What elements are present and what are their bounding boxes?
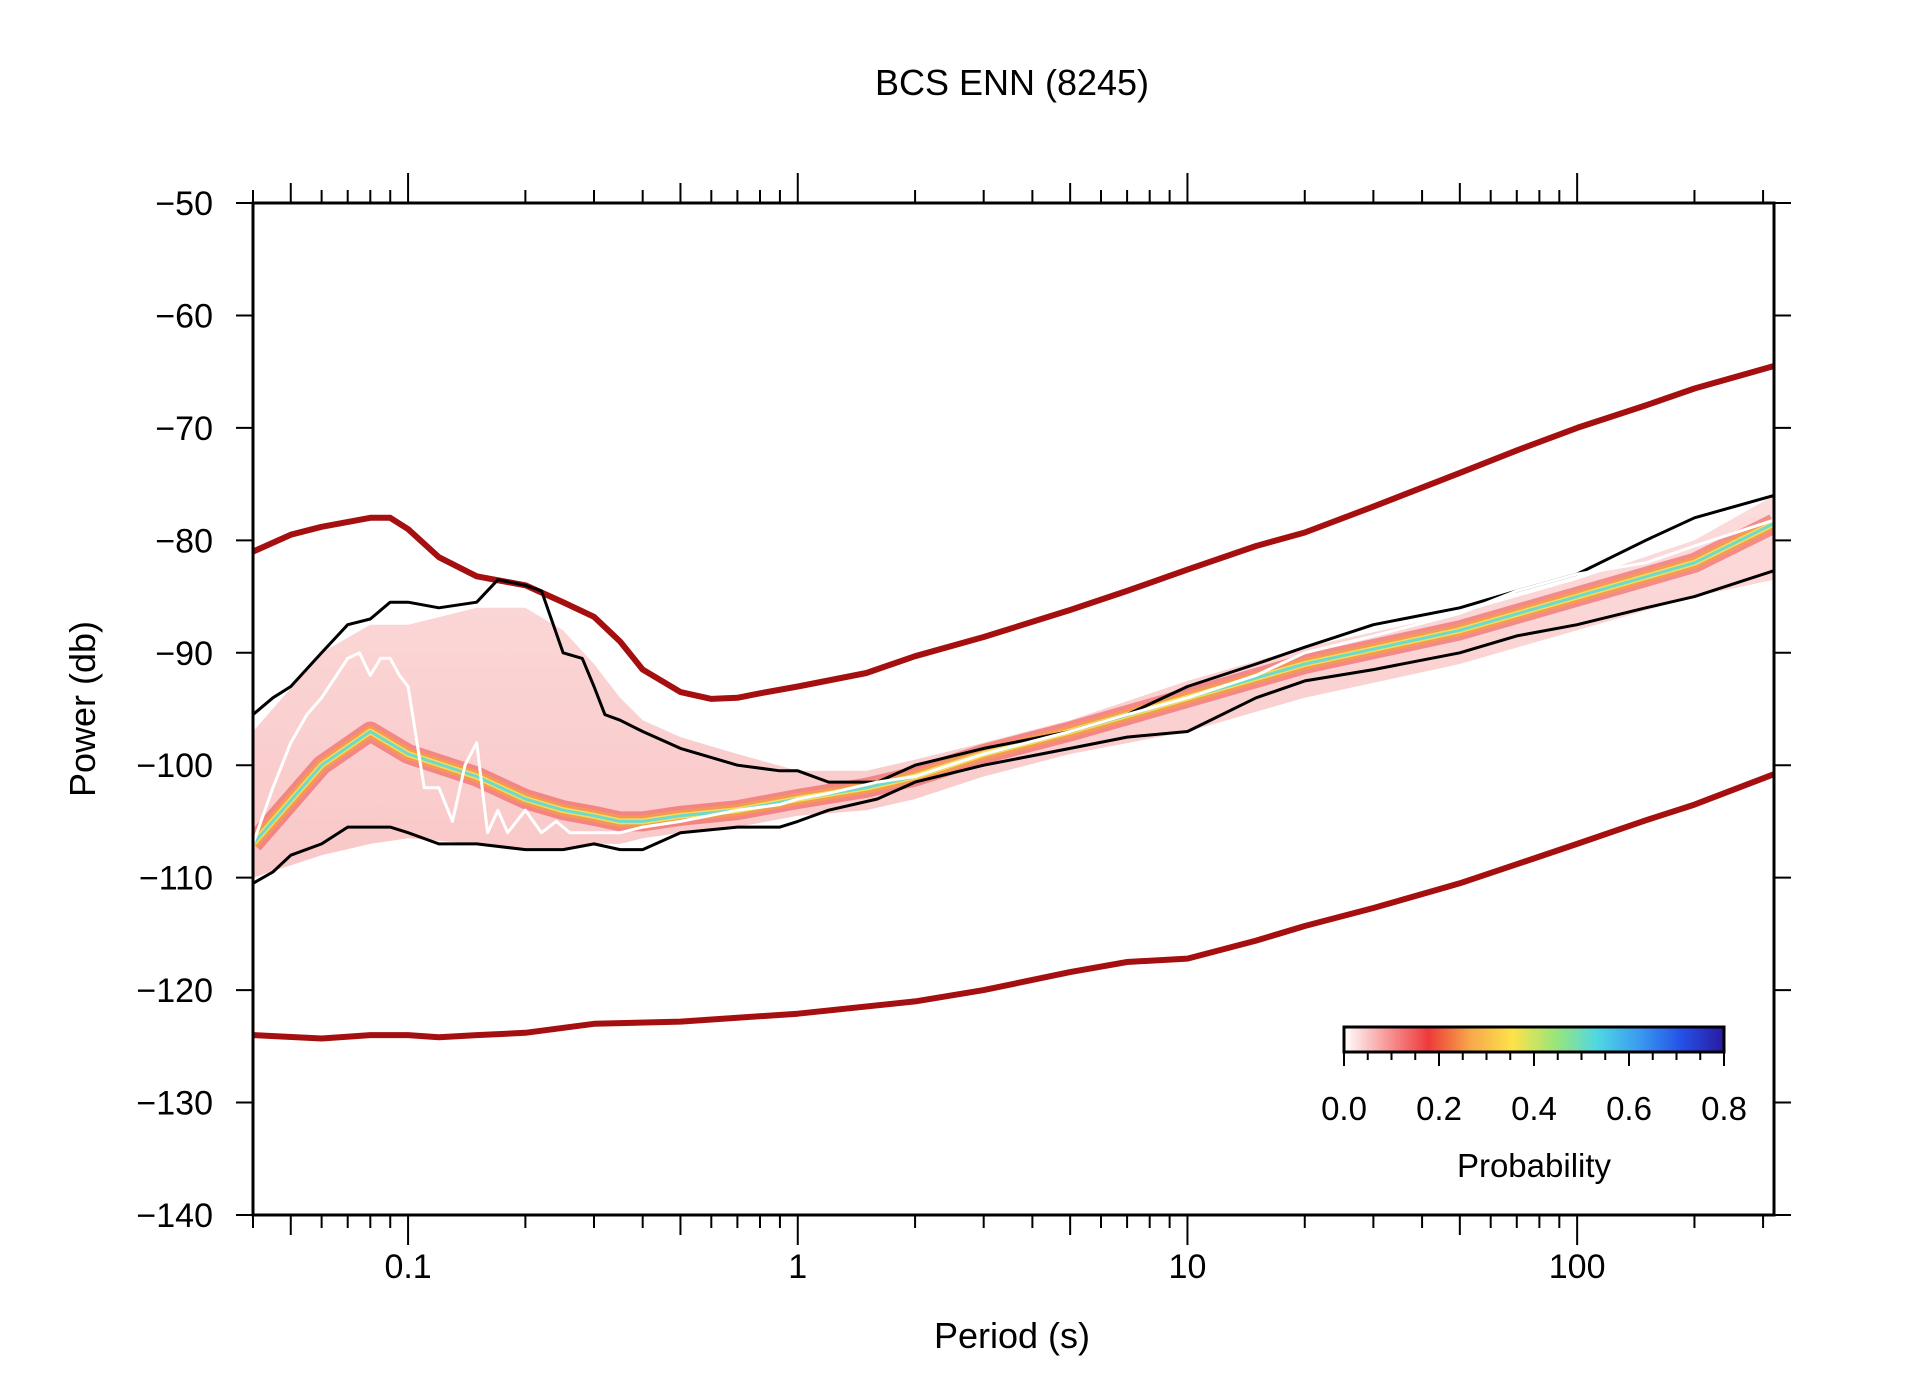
chart-title: BCS ENN (8245): [875, 62, 1149, 103]
colorbar-tick-label: 0.4: [1511, 1090, 1557, 1127]
colorbar-tick-label: 0.2: [1416, 1090, 1462, 1127]
colorbar-ticks: 0.0 0.2 0.4 0.6 0.8: [1321, 1052, 1747, 1127]
series-percentile-90: [253, 493, 1774, 784]
y-axis-label: Power (db): [62, 621, 103, 797]
series-layer: [253, 363, 1774, 1042]
x-axis-label: Period (s): [934, 1315, 1090, 1356]
series-new-low-noise-model: [253, 771, 1774, 1042]
y-tick-label: −140: [136, 1197, 213, 1235]
colorbar-tick-label: 0.6: [1606, 1090, 1652, 1127]
x-tick-label: 100: [1549, 1248, 1606, 1286]
x-tick-label: 1: [788, 1248, 807, 1286]
x-tick-label: 10: [1169, 1248, 1207, 1286]
colorbar-label: Probability: [1457, 1147, 1612, 1184]
pdf-band: [253, 495, 1774, 878]
x-tick-label: 0.1: [384, 1248, 431, 1286]
y-tick-label: −70: [155, 410, 213, 448]
y-tick-label: −60: [155, 297, 213, 335]
x-axis-ticks: 0.1 1 10 100: [252, 173, 1765, 1286]
probability-density-layer: [253, 495, 1774, 878]
series-new-high-noise-model: [253, 363, 1774, 702]
colorbar-gradient: [1342, 1025, 1726, 1054]
y-tick-label: −100: [136, 747, 213, 785]
series-mode: [253, 518, 1774, 846]
y-tick-label: −130: [136, 1085, 213, 1123]
y-tick-label: −110: [139, 860, 213, 898]
y-tick-label: −120: [136, 972, 213, 1010]
y-axis-ticks: −50 −60 −70 −80 −90 −100 −110 −120 −130 −140: [136, 185, 1791, 1235]
y-tick-label: −90: [155, 635, 213, 673]
y-tick-label: −50: [155, 185, 213, 223]
y-tick-label: −80: [155, 522, 213, 560]
series-percentile-10: [253, 569, 1774, 885]
colorbar-tick-label: 0.0: [1321, 1090, 1367, 1127]
plot-frame: [251, 201, 1776, 1217]
colorbar-tick-label: 0.8: [1701, 1090, 1747, 1127]
colorbar: 0.0 0.2 0.4 0.6 0.8 Probability: [1321, 1025, 1747, 1184]
